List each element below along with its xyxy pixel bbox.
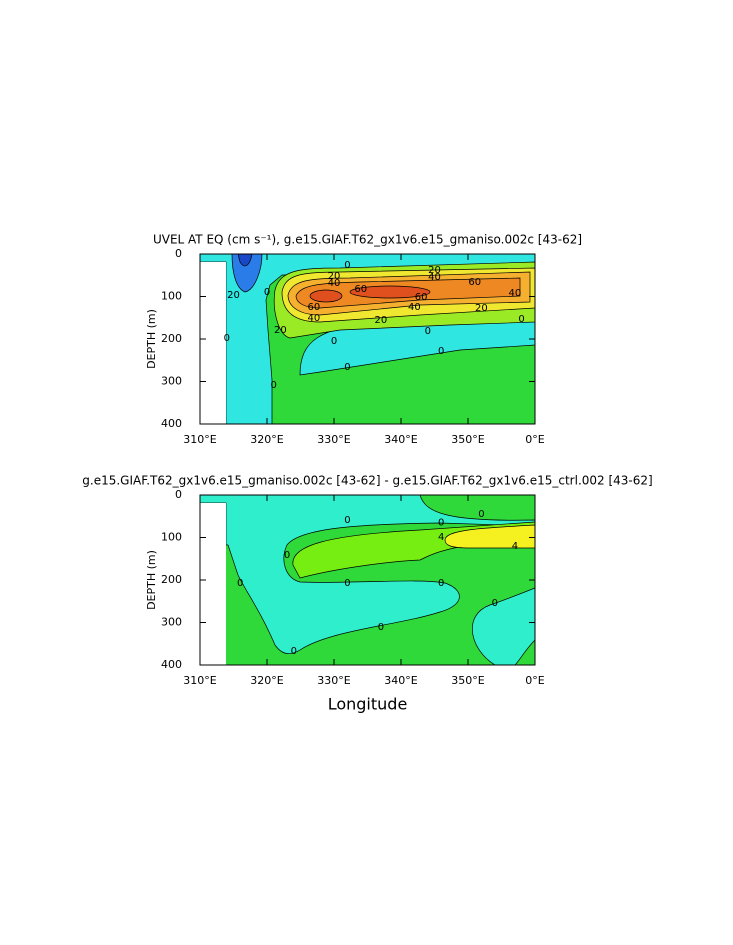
contour-label: 20 (328, 271, 341, 282)
contour-label: 0 (344, 578, 350, 589)
contour-label: 0 (438, 518, 444, 529)
contour-label: 0 (492, 598, 498, 609)
contour-fill (200, 495, 535, 665)
contour-label: 20 (274, 325, 287, 336)
x-tick-label: 0°E (525, 433, 544, 446)
y-tick-label: 0 (175, 488, 182, 501)
x-tick-label: 350°E (451, 674, 484, 687)
x-tick-label: 340°E (384, 433, 417, 446)
contour-label: 0 (291, 646, 297, 657)
y-tick-label: 400 (161, 658, 182, 671)
y-axis-label: DEPTH (m) (145, 309, 158, 369)
contour-label: 0 (425, 326, 431, 337)
contour-label: 0 (378, 622, 384, 633)
y-tick-label: 300 (161, 375, 182, 388)
contour-label: 60 (468, 277, 481, 288)
contour-label: 4 (512, 541, 518, 552)
contour-label: 60 (308, 302, 321, 313)
x-tick-label: 350°E (451, 433, 484, 446)
x-axis-label: Longitude (328, 695, 408, 714)
x-tick-label: 330°E (317, 433, 350, 446)
x-tick-label: 310°E (183, 674, 216, 687)
contour-label: 20 (375, 315, 388, 326)
contour-label: 0 (344, 260, 350, 271)
contour-label: 20 (475, 303, 488, 314)
contour-label: 0 (271, 380, 277, 391)
contour-label: 0 (344, 515, 350, 526)
contour-label: 40 (328, 278, 341, 289)
contour-label: 20 (428, 265, 441, 276)
contour-label: 0 (264, 287, 270, 298)
contour-label: 0 (438, 346, 444, 357)
y-tick-label: 100 (161, 531, 182, 544)
x-tick-label: 320°E (250, 674, 283, 687)
x-tick-label: 340°E (384, 674, 417, 687)
contour-fill (200, 254, 535, 424)
contour-label: 0 (237, 578, 243, 589)
x-tick-label: 330°E (317, 674, 350, 687)
x-tick-label: 310°E (183, 433, 216, 446)
y-tick-label: 300 (161, 616, 182, 629)
contour-label: 60 (354, 284, 367, 295)
contour-label: 60 (415, 292, 428, 303)
contour-label: 0 (284, 550, 290, 561)
y-tick-label: 100 (161, 290, 182, 303)
contour-label: 0 (438, 578, 444, 589)
contour-label: 40 (308, 313, 321, 324)
contour-label: 0 (344, 362, 350, 373)
chart-title: g.e15.GIAF.T62_gx1v6.e15_gmaniso.002c [4… (82, 474, 652, 488)
contour-label: 0 (518, 314, 524, 325)
contour-label: 0 (224, 333, 230, 344)
contour-label: 0 (478, 509, 484, 520)
contour-label: 20 (227, 290, 240, 301)
y-tick-label: 0 (175, 247, 182, 260)
y-axis-label: DEPTH (m) (145, 550, 158, 610)
contour-label: 40 (509, 288, 522, 299)
contour-label: 4 (438, 532, 444, 543)
y-tick-label: 200 (161, 573, 182, 586)
contour-label: 40 (408, 302, 421, 313)
contour-label: 40 (428, 272, 441, 283)
x-tick-label: 320°E (250, 433, 283, 446)
chart-title: UVEL AT EQ (cm s⁻¹), g.e15.GIAF.T62_gx1v… (153, 233, 582, 247)
x-tick-label: 0°E (525, 674, 544, 687)
y-tick-label: 200 (161, 332, 182, 345)
contour-label: 0 (331, 336, 337, 347)
y-tick-label: 400 (161, 417, 182, 430)
